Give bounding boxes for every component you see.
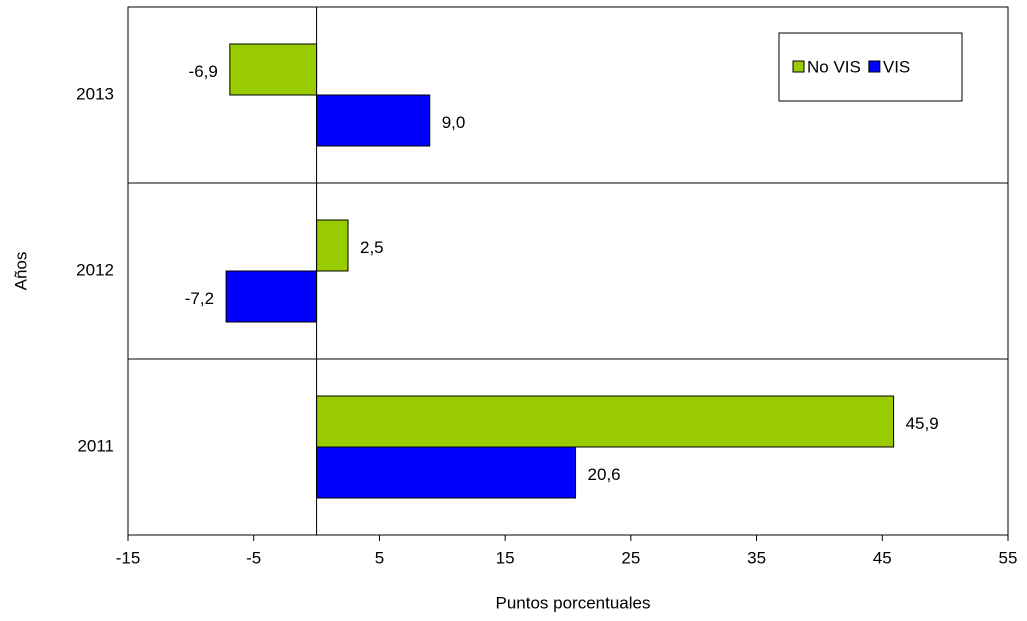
- data-label: 9,0: [442, 113, 466, 132]
- x-tick-label: 45: [873, 548, 892, 567]
- legend-swatch: [868, 60, 881, 73]
- x-tick-label: 55: [999, 548, 1018, 567]
- bar: [316, 219, 349, 272]
- x-tick-label: 15: [496, 548, 515, 567]
- legend-swatch: [792, 60, 805, 73]
- plot-area: [127, 6, 1009, 536]
- legend-label: VIS: [883, 57, 910, 76]
- bar: [316, 446, 577, 499]
- bar: [225, 270, 318, 323]
- y-tick-label: 2013: [76, 84, 114, 103]
- y-tick-label: 2012: [76, 260, 114, 279]
- data-label: 45,9: [906, 414, 939, 433]
- data-label: 2,5: [360, 238, 384, 257]
- x-tick-label: -5: [246, 548, 261, 567]
- data-label: 20,6: [588, 465, 621, 484]
- y-axis-label: Años: [11, 252, 30, 291]
- bar: [316, 395, 895, 448]
- data-label: -7,2: [185, 289, 214, 308]
- bar: [229, 43, 318, 96]
- x-tick-label: 25: [621, 548, 640, 567]
- y-tick-label: 2011: [77, 436, 114, 455]
- legend-label: No VIS: [807, 57, 861, 76]
- x-tick-label: -15: [116, 548, 141, 567]
- bar: [316, 94, 431, 147]
- x-tick-label: 5: [375, 548, 384, 567]
- x-axis-label: Puntos porcentuales: [496, 593, 651, 612]
- data-label: -6,9: [189, 62, 218, 81]
- x-tick-label: 35: [747, 548, 766, 567]
